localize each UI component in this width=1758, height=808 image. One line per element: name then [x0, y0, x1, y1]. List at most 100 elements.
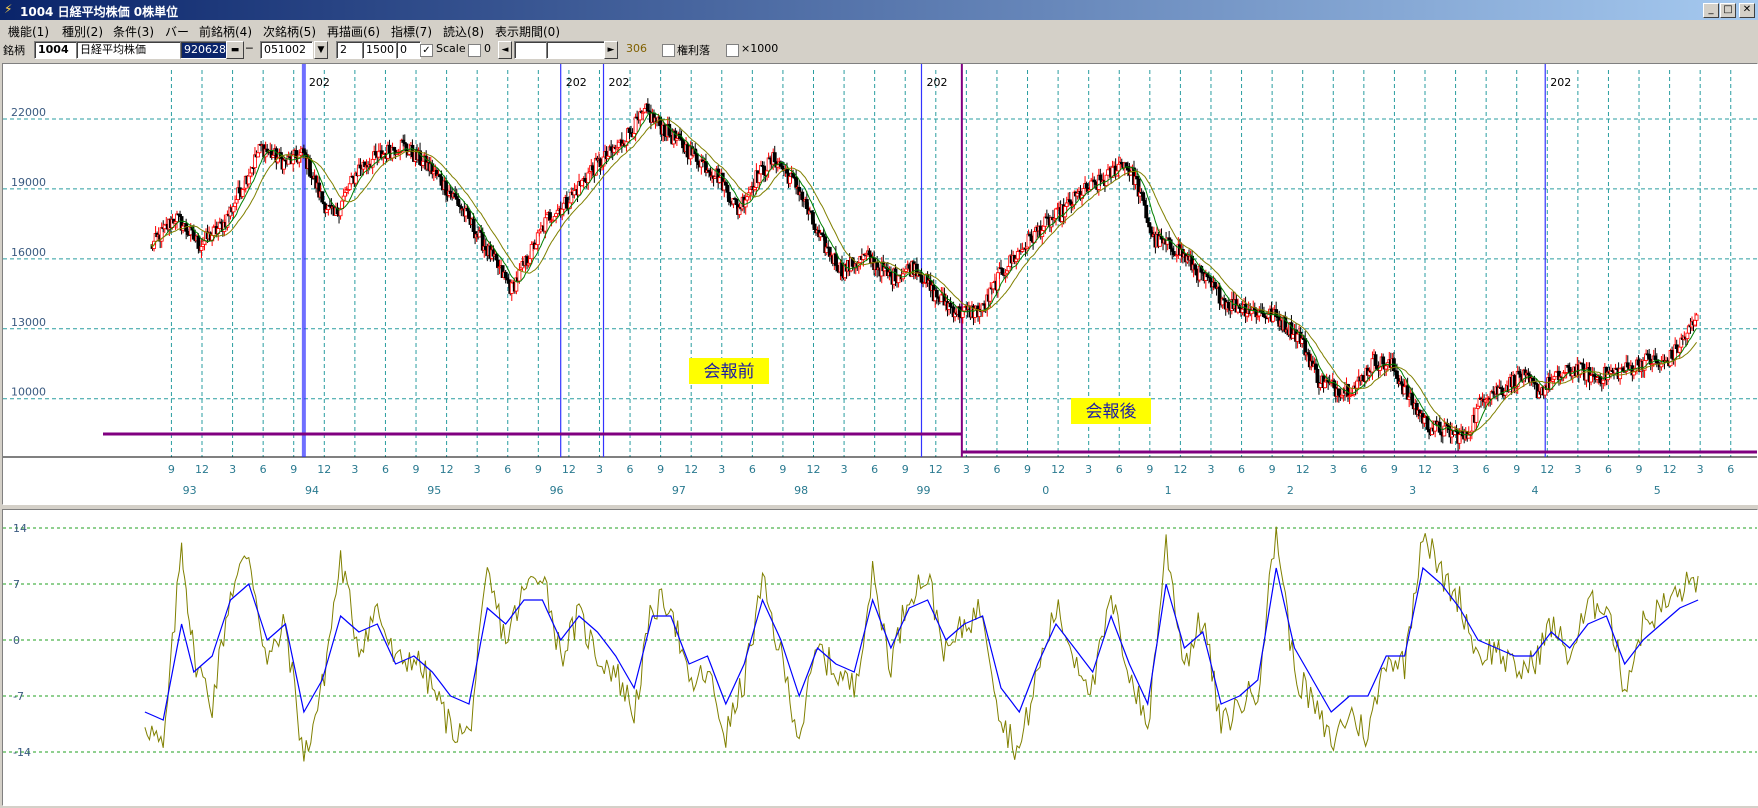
- annotation-after-box: [1071, 398, 1151, 424]
- scroll-track[interactable]: [514, 41, 547, 59]
- symbol-name-field[interactable]: 日経平均株価: [76, 41, 181, 59]
- month-tick-label: 6: [993, 463, 1000, 476]
- start-date-field[interactable]: 920628: [180, 41, 227, 59]
- osc-tick-label: 0: [13, 634, 20, 647]
- month-tick-label: 6: [627, 463, 634, 476]
- candle-body: [231, 206, 236, 213]
- menu-redraw[interactable]: 再描画(6): [327, 25, 380, 39]
- event-marker-label: 202: [309, 76, 330, 89]
- candle-body: [1474, 407, 1479, 423]
- count-text: 306: [626, 42, 647, 55]
- year-label: 1: [1165, 484, 1172, 497]
- month-tick-label: 9: [1146, 463, 1153, 476]
- menu-next-symbol[interactable]: 次銘柄(5): [263, 25, 316, 39]
- scroll-track-right[interactable]: [546, 41, 607, 59]
- month-tick-label: 12: [440, 463, 454, 476]
- month-tick-label: 12: [562, 463, 576, 476]
- osc-slow-line: [144, 566, 1699, 721]
- menu-prev-symbol[interactable]: 前銘柄(4): [199, 25, 252, 39]
- menu-function[interactable]: 機能(1): [8, 25, 49, 39]
- menu-type[interactable]: 種別(2): [62, 25, 103, 39]
- x1000-label: ×1000: [741, 42, 779, 55]
- maximize-button[interactable]: □: [1720, 3, 1736, 18]
- month-tick-label: 12: [806, 463, 820, 476]
- month-tick-label: 3: [1330, 463, 1337, 476]
- month-tick-label: 6: [260, 463, 267, 476]
- month-tick-label: 6: [1483, 463, 1490, 476]
- candle-body: [645, 103, 650, 112]
- ma-short-line: [150, 112, 1698, 436]
- month-tick-label: 3: [1085, 463, 1092, 476]
- minimize-button[interactable]: _: [1703, 3, 1719, 18]
- close-button[interactable]: ✕: [1739, 3, 1755, 18]
- month-tick-label: 6: [382, 463, 389, 476]
- annotation-before-text: 会報前: [704, 362, 755, 382]
- param-a-field[interactable]: 2: [336, 41, 363, 59]
- scale-label: Scale: [436, 42, 466, 55]
- event-marker-label: 202: [926, 76, 947, 89]
- osc-tick-label: 7: [13, 578, 20, 591]
- candle-body: [211, 226, 216, 236]
- osc-tick-label: -7: [13, 690, 24, 703]
- month-tick-label: 9: [1024, 463, 1031, 476]
- scale-checkbox[interactable]: ✓: [420, 44, 433, 57]
- menu-condition[interactable]: 条件(3): [113, 25, 154, 39]
- year-label: 4: [1531, 484, 1538, 497]
- menu-load[interactable]: 読込(8): [443, 25, 484, 39]
- month-tick-label: 6: [1360, 463, 1367, 476]
- scroll-left-button[interactable]: ◄: [498, 41, 512, 59]
- annotation-after: 会報後: [1071, 398, 1151, 424]
- month-tick-label: 6: [504, 463, 511, 476]
- month-tick-label: 3: [596, 463, 603, 476]
- month-tick-label: 9: [290, 463, 297, 476]
- year-label: 3: [1409, 484, 1416, 497]
- candle-body: [1618, 368, 1623, 380]
- candle-body: [404, 143, 409, 152]
- month-tick-label: 3: [1452, 463, 1459, 476]
- date-spinner[interactable]: ▬: [226, 41, 244, 59]
- candle-body: [772, 152, 777, 163]
- param-b-field[interactable]: 1500: [362, 41, 397, 59]
- rights-label: 権利落: [677, 44, 710, 57]
- end-date-field[interactable]: 051002: [260, 41, 313, 59]
- month-tick-label: 12: [1173, 463, 1187, 476]
- menu-period[interactable]: 表示期間(0): [495, 25, 560, 39]
- month-tick-label: 9: [1636, 463, 1643, 476]
- annotation-before-box: [689, 358, 769, 384]
- menu-bar-type[interactable]: バー: [165, 25, 190, 39]
- month-tick-label: 12: [1296, 463, 1310, 476]
- annotation-after-text: 会報後: [1086, 402, 1137, 422]
- candle-body: [320, 191, 325, 203]
- month-tick-label: 6: [749, 463, 756, 476]
- x1000-checkbox[interactable]: [726, 44, 739, 57]
- month-tick-label: 9: [902, 463, 909, 476]
- param-c-field[interactable]: 0: [396, 41, 421, 59]
- menu-indicator[interactable]: 指標(7): [391, 25, 432, 39]
- candle-body: [572, 190, 577, 196]
- window-title: 1004 日経平均株価 0株単位: [20, 5, 179, 19]
- month-tick-label: 3: [841, 463, 848, 476]
- month-tick-label: 6: [1727, 463, 1734, 476]
- candle-body: [1145, 217, 1150, 223]
- oscillator-chart: -14 -7 0 7 14: [3, 522, 1757, 762]
- rights-checkbox[interactable]: [662, 44, 675, 57]
- symbol-code-field[interactable]: 1004: [34, 41, 77, 59]
- month-tick-label: 12: [929, 463, 943, 476]
- candle-body: [1089, 180, 1094, 190]
- dash-separator: ─: [246, 42, 253, 55]
- toolbar: 銘柄 1004 日経平均株価 920628 ▬ ─ 051002 ▼ 2 150…: [0, 39, 1758, 61]
- price-tick-label: 19000: [11, 176, 46, 189]
- month-tick-label: 12: [317, 463, 331, 476]
- candle-body: [1106, 169, 1110, 176]
- zero-checkbox[interactable]: [468, 44, 481, 57]
- candle-body: [467, 210, 471, 219]
- month-tick-label: 9: [168, 463, 175, 476]
- annotation-before: 会報前: [689, 358, 769, 384]
- year-label: 94: [305, 484, 319, 497]
- candle-body: [586, 172, 591, 184]
- scroll-right-button[interactable]: ►: [604, 41, 618, 59]
- month-tick-label: 6: [1238, 463, 1245, 476]
- month-tick-label: 12: [1540, 463, 1554, 476]
- event-marker-label: 202: [609, 76, 630, 89]
- end-date-dropdown[interactable]: ▼: [314, 41, 328, 59]
